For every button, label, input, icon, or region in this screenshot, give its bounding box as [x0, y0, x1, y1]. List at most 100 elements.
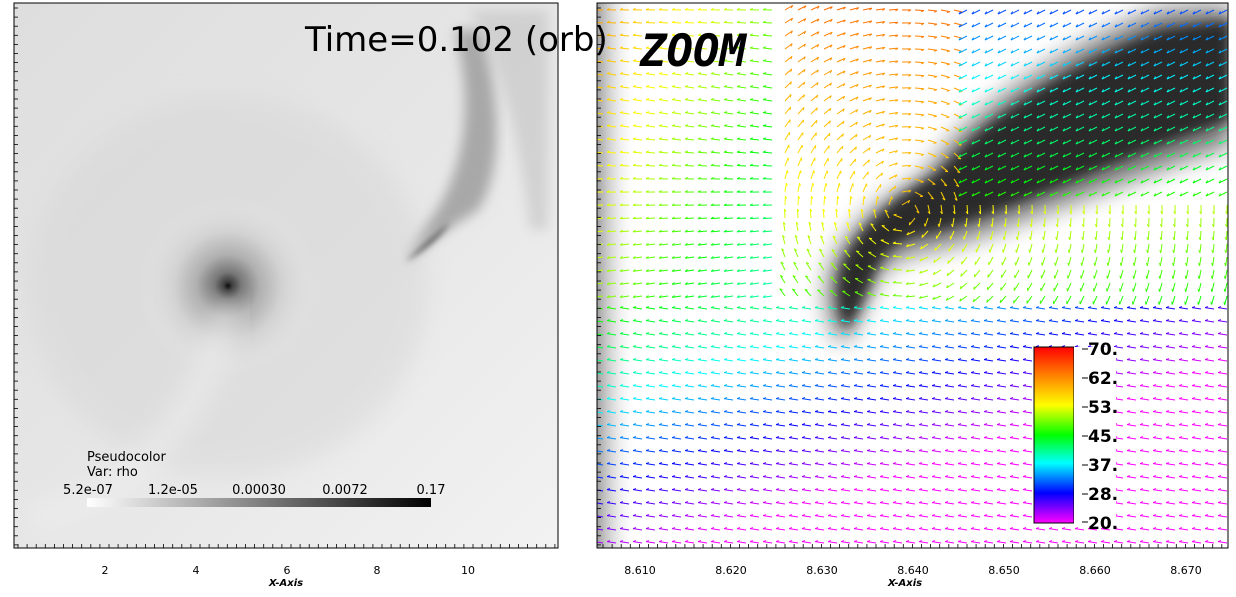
- velocity-arrow-head: [619, 72, 624, 75]
- velocity-arrow: [875, 160, 884, 167]
- velocity-arrow: [1153, 139, 1163, 145]
- velocity-arrow: [1114, 126, 1124, 132]
- velocity-arrow: [810, 170, 815, 180]
- velocity-arrow-head: [1036, 11, 1040, 15]
- velocity-arrow: [836, 45, 846, 50]
- velocity-arrow: [958, 22, 968, 28]
- velocity-arrow: [927, 165, 937, 171]
- velocity-arrow: [607, 112, 617, 115]
- velocity-arrow: [789, 489, 799, 492]
- velocity-arrow-head: [632, 163, 636, 166]
- velocity-arrow: [597, 476, 604, 479]
- velocity-arrow: [749, 164, 760, 167]
- velocity-arrow-head: [645, 98, 650, 101]
- velocity-arrow: [841, 372, 851, 375]
- velocity-arrow-head: [814, 462, 819, 465]
- velocity-arrow-head: [829, 289, 833, 292]
- velocity-arrow: [724, 307, 734, 310]
- velocity-arrow: [736, 164, 747, 167]
- velocity-arrow: [880, 293, 890, 297]
- velocity-arrow-head: [632, 449, 637, 452]
- velocity-arrow: [997, 528, 1007, 531]
- velocity-arrow: [1066, 282, 1072, 292]
- velocity-arrow: [1153, 437, 1163, 440]
- velocity-arrow-head: [932, 284, 936, 288]
- velocity-arrow-head: [1126, 345, 1131, 348]
- velocity-arrow-head: [1159, 224, 1163, 228]
- velocity-arrow-head: [762, 384, 767, 387]
- velocity-arrow-head: [918, 488, 923, 491]
- velocity-arrow-head: [658, 384, 663, 387]
- velocity-arrow-head: [1087, 306, 1092, 309]
- velocity-arrow: [927, 100, 937, 104]
- velocity-arrow-head: [723, 229, 727, 233]
- velocity-arrow: [1205, 476, 1215, 479]
- velocity-arrow-head: [801, 514, 806, 517]
- velocity-arrow: [620, 502, 630, 505]
- velocity-arrow-head: [632, 124, 637, 127]
- velocity-arrow: [1049, 307, 1059, 310]
- velocity-arrow-head: [920, 246, 923, 250]
- velocity-arrow-head: [749, 229, 753, 233]
- velocity-arrow: [737, 385, 747, 388]
- velocity-arrow: [1127, 541, 1137, 544]
- velocity-arrow-head: [958, 141, 962, 145]
- velocity-arrow: [932, 489, 942, 492]
- velocity-arrow: [684, 34, 695, 37]
- velocity-arrow-head: [749, 345, 754, 348]
- velocity-arrow-head: [1009, 436, 1014, 439]
- velocity-arrow: [932, 476, 942, 479]
- velocity-arrow-head: [645, 449, 650, 452]
- velocity-arrow: [1062, 320, 1072, 323]
- velocity-arrow: [892, 242, 903, 245]
- velocity-arrow: [750, 541, 760, 544]
- velocity-arrow: [620, 47, 630, 50]
- velocity-arrow: [836, 95, 845, 102]
- velocity-arrow-head: [840, 358, 845, 361]
- velocity-arrow-head: [645, 46, 650, 49]
- velocity-arrow-head: [1204, 306, 1209, 309]
- velocity-arrow: [867, 411, 877, 414]
- velocity-arrow-head: [710, 332, 715, 335]
- velocity-arrow: [776, 385, 786, 388]
- velocity-arrow-head: [944, 436, 949, 439]
- velocity-arrow-head: [775, 397, 780, 400]
- velocity-arrow-head: [619, 20, 623, 23]
- velocity-arrow-head: [1043, 211, 1046, 215]
- velocity-arrow: [659, 99, 669, 102]
- velocity-arrow-head: [1114, 50, 1118, 54]
- velocity-arrow: [789, 333, 799, 336]
- velocity-arrow: [645, 164, 656, 167]
- velocity-arrow-head: [1192, 193, 1196, 197]
- colorbar-tick-label: 1.2e-05: [148, 483, 198, 498]
- velocity-arrow: [711, 333, 721, 336]
- velocity-arrow-head: [1153, 76, 1157, 80]
- velocity-arrow: [646, 346, 656, 349]
- velocity-arrow: [607, 138, 617, 141]
- left-density-plot: 2 4 6 8 10 X-Axis Pseudocolor Var: rho 5…: [13, 2, 559, 589]
- velocity-arrow: [880, 239, 890, 245]
- velocity-arrow-head: [1212, 211, 1215, 215]
- velocity-arrow-head: [869, 97, 872, 101]
- velocity-arrow: [1225, 230, 1228, 241]
- velocity-arrow: [697, 151, 708, 154]
- velocity-arrow: [932, 372, 942, 375]
- velocity-arrow-head: [671, 371, 676, 374]
- velocity-arrow: [958, 191, 968, 197]
- velocity-arrow-head: [684, 59, 689, 62]
- velocity-arrow: [619, 34, 630, 37]
- velocity-arrow-head: [1191, 397, 1196, 400]
- velocity-arrow: [989, 243, 994, 253]
- velocity-arrow: [945, 346, 955, 349]
- velocity-arrow: [1192, 476, 1202, 479]
- velocity-arrow-head: [606, 203, 610, 206]
- velocity-arrow-head: [619, 137, 624, 140]
- velocity-arrow: [711, 295, 721, 298]
- velocity-arrow-head: [814, 527, 819, 530]
- velocity-arrow-head: [1145, 275, 1148, 279]
- velocity-arrow-head: [1036, 89, 1040, 93]
- velocity-arrow-head: [801, 540, 806, 543]
- velocity-arrow-head: [762, 332, 767, 335]
- velocity-arrow: [997, 74, 1007, 80]
- velocity-arrow: [620, 86, 630, 89]
